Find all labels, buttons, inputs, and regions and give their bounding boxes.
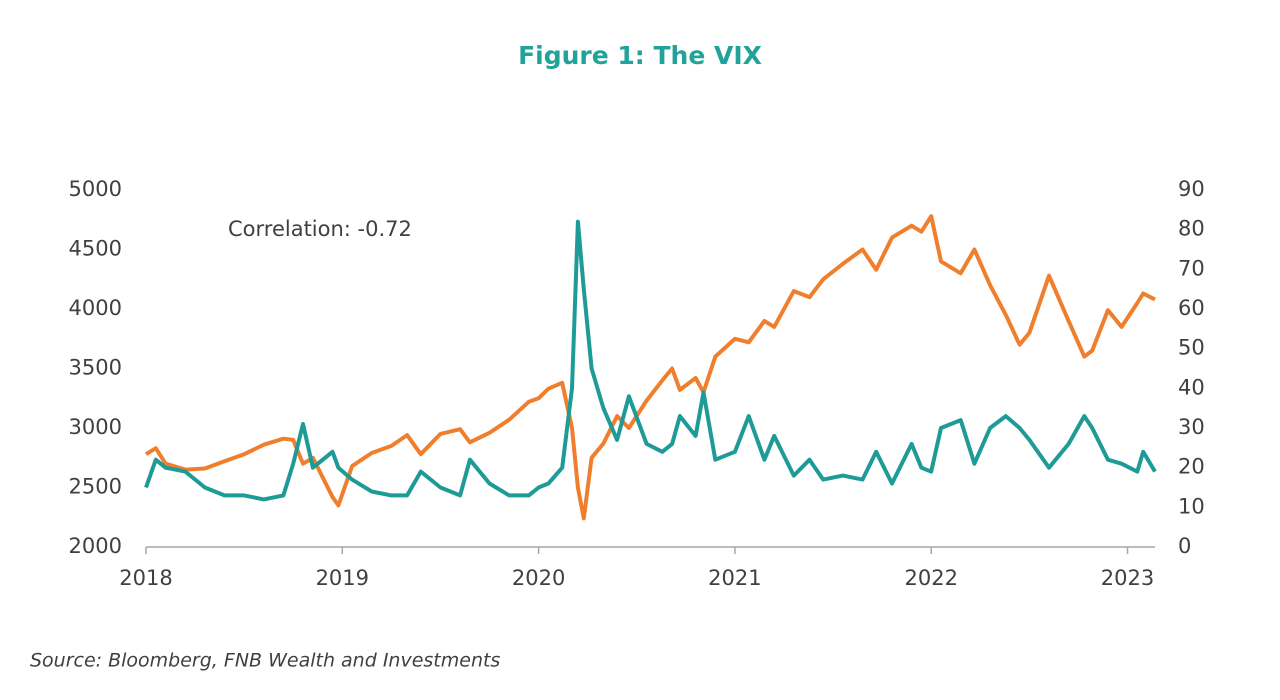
y-tick-label: 3000 bbox=[69, 415, 122, 439]
x-tick-label: 2022 bbox=[904, 566, 957, 590]
series-line bbox=[144, 214, 1156, 521]
x-tick-label: 2023 bbox=[1101, 566, 1154, 590]
y2-tick-label: 40 bbox=[1178, 375, 1205, 399]
y-tick-label: 4500 bbox=[69, 237, 122, 261]
y2-tick-label: 90 bbox=[1178, 177, 1205, 201]
source-note: Source: Bloomberg, FNB Wealth and Invest… bbox=[30, 650, 500, 672]
y2-tick-label: 70 bbox=[1178, 256, 1205, 280]
y-tick-label: 3500 bbox=[69, 356, 122, 380]
x-tick-label: 2019 bbox=[316, 566, 369, 590]
annotation: Correlation: -0.72 bbox=[228, 217, 412, 241]
x-tick-label: 2018 bbox=[119, 566, 172, 590]
y2-tick-label: 30 bbox=[1178, 415, 1205, 439]
y2-tick-label: 60 bbox=[1178, 296, 1205, 320]
y2-tick-label: 20 bbox=[1178, 455, 1205, 479]
series-line bbox=[144, 219, 1157, 502]
y-tick-label: 4000 bbox=[69, 296, 122, 320]
chart-title: Figure 1: The VIX bbox=[518, 41, 762, 70]
y2-tick-label: 80 bbox=[1178, 217, 1205, 241]
y2-tick-label: 0 bbox=[1178, 534, 1191, 558]
y2-tick-label: 50 bbox=[1178, 336, 1205, 360]
y2-tick-label: 10 bbox=[1178, 494, 1205, 518]
x-tick-label: 2021 bbox=[708, 566, 761, 590]
y-tick-label: 2000 bbox=[69, 534, 122, 558]
y-tick-label: 2500 bbox=[69, 475, 122, 499]
y-tick-label: 5000 bbox=[69, 177, 122, 201]
x-tick-label: 2020 bbox=[512, 566, 565, 590]
